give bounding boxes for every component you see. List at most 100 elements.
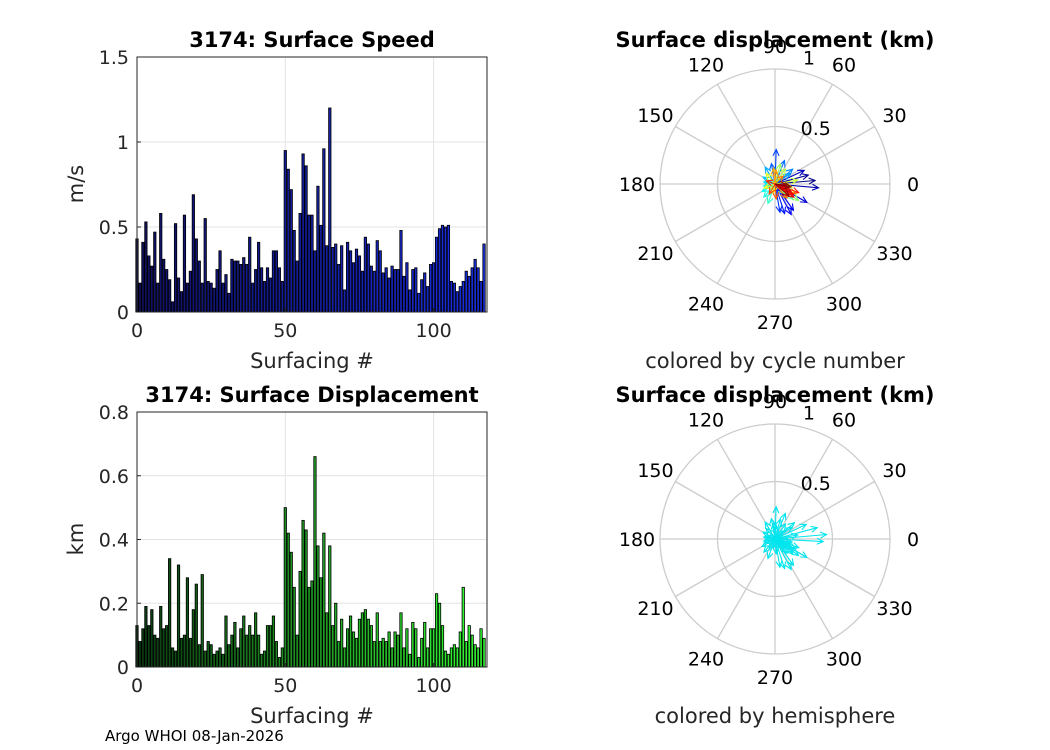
displacement-bar xyxy=(221,653,225,668)
speed-bar xyxy=(262,280,267,313)
compass-hemisphere-angle-label: 30 xyxy=(882,460,906,482)
displacement-bar xyxy=(197,644,201,668)
speed-bar xyxy=(343,289,347,313)
displacement-x-tick-label: 50 xyxy=(273,675,297,697)
speed-bar xyxy=(479,280,483,313)
compass-hemisphere-arrow xyxy=(774,526,793,540)
speed-bar xyxy=(251,282,255,313)
displacement-bar xyxy=(387,631,391,668)
compass-cycle-angle-label: 270 xyxy=(757,312,793,334)
compass-hemisphere-arrow xyxy=(768,538,776,551)
compass-hemisphere-chart: Surface displacement (km) 0 30 60 90 120 150 1… xyxy=(615,383,934,728)
compass-hemisphere-arrow xyxy=(774,532,799,540)
speed-bar xyxy=(381,272,385,313)
speed-bar xyxy=(268,277,273,313)
compass-hemisphere-arrow xyxy=(772,538,780,556)
compass-hemisphere-arrow xyxy=(774,529,785,540)
displacement-bar xyxy=(301,519,305,668)
displacement-bar xyxy=(191,609,195,668)
displacement-y-tick-label: 0 xyxy=(117,657,129,679)
speed-bar xyxy=(316,185,320,313)
displacement-bar xyxy=(434,593,439,668)
displacement-bar xyxy=(411,621,415,668)
displacement-bar xyxy=(265,625,270,668)
speed-bar xyxy=(165,269,169,313)
speed-bar xyxy=(283,150,287,313)
speed-bar xyxy=(254,269,258,313)
speed-bar xyxy=(420,279,424,313)
compass-cycle-arrow xyxy=(765,172,776,185)
displacement-bar xyxy=(262,650,267,668)
displacement-bar xyxy=(337,641,341,668)
compass-cycle-angle-label: 330 xyxy=(876,243,912,265)
compass-hemisphere-angle-label: 60 xyxy=(832,409,856,431)
speed-bar xyxy=(319,224,323,313)
displacement-bar xyxy=(286,532,290,668)
compass-cycle-spoke xyxy=(675,183,776,243)
speed-bar xyxy=(390,265,394,313)
displacement-bar xyxy=(399,612,403,668)
speed-bar xyxy=(387,277,391,313)
displacement-bar xyxy=(165,625,169,668)
displacement-bar xyxy=(405,628,409,668)
speed-bar xyxy=(384,267,388,313)
footer-credit: Argo WHOI 08-Jan-2026 xyxy=(105,727,284,745)
displacement-bar xyxy=(203,650,207,668)
speed-bar xyxy=(357,255,362,313)
speed-bar xyxy=(443,226,448,313)
speed-bar xyxy=(396,269,400,313)
speed-bar xyxy=(182,214,187,313)
speed-bar xyxy=(437,228,442,313)
speed-bar xyxy=(248,236,252,313)
displacement-x-axis-label: Surfacing # xyxy=(250,704,374,728)
compass-hemisphere-range-label: 1 xyxy=(803,403,815,425)
compass-hemisphere-angle-label: 240 xyxy=(688,649,724,671)
displacement-bar xyxy=(354,637,359,668)
displacement-bar xyxy=(159,606,163,668)
displacement-bar xyxy=(150,609,154,668)
displacement-bar xyxy=(440,625,445,668)
speed-bar xyxy=(337,263,341,313)
speed-bar xyxy=(366,243,370,313)
speed-x-tick-label: 0 xyxy=(131,320,143,342)
speed-bar xyxy=(197,260,201,313)
speed-bar xyxy=(141,241,145,313)
speed-bar xyxy=(277,267,281,313)
speed-bar xyxy=(325,245,329,313)
displacement-x-tick-label: 100 xyxy=(415,675,451,697)
speed-bar xyxy=(209,282,213,313)
displacement-bar xyxy=(188,637,192,668)
displacement-bar xyxy=(473,644,477,668)
compass-hemisphere-arrow xyxy=(774,538,788,555)
speed-bar xyxy=(434,236,439,313)
displacement-bar xyxy=(426,647,430,668)
displacement-bar xyxy=(470,634,474,668)
compass-cycle-angle-label: 90 xyxy=(763,36,787,58)
speed-bar xyxy=(194,238,198,313)
displacement-bar xyxy=(153,634,157,668)
speed-bar-chart: 3174: Surface Speed 0 50 100 0 0.5 1 1.5 Surf… xyxy=(64,28,488,373)
speed-bar xyxy=(150,265,154,313)
speed-bar xyxy=(298,212,302,313)
displacement-bar xyxy=(437,602,442,668)
compass-cycle-spoke xyxy=(774,125,875,185)
displacement-bar xyxy=(351,631,356,668)
speed-bar xyxy=(171,301,175,313)
displacement-bar xyxy=(254,612,258,668)
speed-bar xyxy=(399,229,403,313)
speed-bar xyxy=(162,258,166,313)
speed-bar xyxy=(200,282,204,313)
speed-bar xyxy=(372,270,376,313)
displacement-bar xyxy=(334,602,338,668)
compass-hemisphere-spoke xyxy=(675,480,776,540)
displacement-bar xyxy=(179,637,184,668)
speed-bar xyxy=(286,168,290,313)
displacement-bar xyxy=(212,653,216,668)
compass-hemisphere-arrow xyxy=(765,527,776,540)
speed-bar xyxy=(467,275,471,313)
speed-bar xyxy=(239,263,243,313)
displacement-bar xyxy=(248,625,252,668)
speed-bar xyxy=(147,255,151,313)
speed-bar xyxy=(405,262,409,313)
speed-bar xyxy=(411,269,415,313)
